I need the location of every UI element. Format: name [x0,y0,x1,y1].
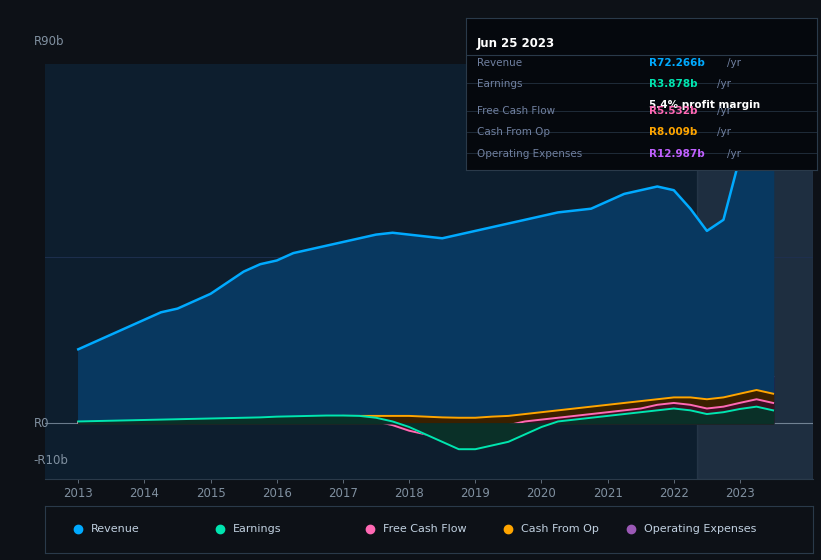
Text: Cash From Op: Cash From Op [477,127,550,137]
Text: R3.878b: R3.878b [649,79,697,89]
Text: R0: R0 [34,417,49,430]
Text: Free Cash Flow: Free Cash Flow [383,525,466,534]
Text: Operating Expenses: Operating Expenses [477,148,582,158]
Text: /yr: /yr [727,148,741,158]
Text: Cash From Op: Cash From Op [521,525,599,534]
Text: /yr: /yr [727,58,741,68]
Text: Earnings: Earnings [477,79,522,89]
Text: Free Cash Flow: Free Cash Flow [477,106,555,116]
Text: R5.532b: R5.532b [649,106,697,116]
Text: R12.987b: R12.987b [649,148,704,158]
Text: Revenue: Revenue [477,58,522,68]
Text: Earnings: Earnings [233,525,282,534]
Text: Revenue: Revenue [91,525,140,534]
Text: 5.4% profit margin: 5.4% profit margin [649,100,759,110]
Text: Operating Expenses: Operating Expenses [644,525,756,534]
Text: /yr: /yr [718,106,732,116]
Text: R90b: R90b [34,35,64,48]
Bar [697,64,813,479]
Text: Jun 25 2023: Jun 25 2023 [477,36,555,50]
Text: R8.009b: R8.009b [649,127,697,137]
Text: R72.266b: R72.266b [649,58,704,68]
Text: /yr: /yr [718,127,732,137]
Text: -R10b: -R10b [34,454,68,467]
Text: /yr: /yr [718,79,732,89]
